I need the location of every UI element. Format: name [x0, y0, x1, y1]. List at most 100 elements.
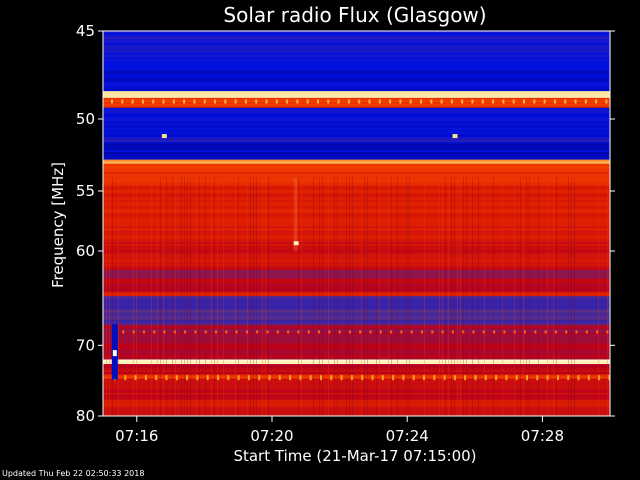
dot-49mhz	[409, 99, 412, 104]
dot-68mhz	[184, 330, 187, 334]
band-row	[103, 322, 610, 325]
dot-74mhz	[577, 375, 580, 381]
streak	[397, 177, 398, 416]
streak	[328, 177, 329, 416]
band-row	[103, 224, 610, 227]
band-row	[103, 347, 610, 350]
streak	[253, 177, 254, 416]
streak	[250, 177, 251, 416]
band-row	[103, 355, 610, 358]
band-row	[103, 236, 610, 239]
streak	[556, 177, 557, 416]
band-row	[103, 196, 610, 199]
band-row	[103, 150, 610, 153]
dot-68mhz	[565, 330, 568, 334]
y-tick-label: 60	[76, 242, 95, 260]
band-row	[103, 398, 610, 401]
band-row	[103, 374, 610, 377]
dot-74mhz	[423, 375, 425, 381]
band-row	[103, 117, 610, 121]
band-row	[103, 55, 610, 58]
streak	[571, 177, 572, 416]
dot-68mhz	[153, 330, 156, 334]
dot-74mhz	[464, 375, 467, 381]
band-row	[103, 288, 610, 291]
streak	[388, 177, 389, 416]
streak	[337, 177, 338, 416]
dot-68mhz	[245, 330, 248, 334]
dot-74mhz	[381, 375, 384, 381]
band-row	[103, 165, 610, 169]
dot-49mhz	[193, 99, 196, 104]
streak	[379, 177, 380, 416]
dot-49mhz	[574, 99, 577, 104]
band-row	[103, 392, 610, 396]
dot-49mhz	[234, 99, 237, 104]
band-row	[103, 97, 610, 101]
streak	[364, 177, 365, 416]
band-row	[103, 200, 610, 203]
band-row	[103, 109, 610, 113]
band-row	[103, 414, 610, 417]
band-row	[103, 93, 610, 96]
frequency-band	[103, 163, 610, 185]
band-row	[103, 141, 610, 143]
dot-49mhz	[553, 99, 556, 104]
dot-68mhz	[256, 330, 259, 334]
streak	[502, 177, 503, 416]
dot-74mhz	[392, 375, 395, 381]
streak	[376, 177, 377, 416]
band-row	[103, 190, 610, 193]
band-row	[103, 159, 610, 162]
band-row	[103, 272, 610, 275]
dot-68mhz	[441, 330, 444, 334]
dot-68mhz	[369, 330, 372, 334]
streak	[133, 177, 134, 416]
streak	[175, 177, 176, 416]
dot-68mhz	[276, 330, 279, 334]
frequency-band	[103, 406, 610, 417]
band-row	[103, 230, 610, 233]
dot-49mhz	[471, 99, 474, 104]
streak	[529, 177, 530, 416]
band-row	[103, 53, 610, 56]
band-row	[103, 152, 610, 155]
band-row	[103, 179, 610, 183]
dot-68mhz	[132, 330, 135, 334]
streak	[391, 177, 392, 416]
band-row	[103, 146, 610, 149]
band-row	[103, 366, 610, 369]
dot-49mhz	[275, 99, 278, 104]
band-row	[103, 74, 610, 78]
dot-49mhz	[224, 99, 227, 104]
band-row	[103, 45, 610, 48]
bright-spot	[161, 134, 167, 139]
band-row	[103, 316, 610, 319]
x-tick-label: 07:16	[115, 427, 158, 445]
dot-74mhz	[546, 375, 549, 381]
y-axis: 45 50 55 60 70 80	[76, 22, 615, 425]
band-row	[103, 396, 610, 400]
band-row	[103, 206, 610, 209]
streak	[322, 177, 323, 416]
dot-68mhz	[173, 330, 176, 334]
band-row	[103, 251, 610, 255]
frequency-band	[103, 400, 610, 407]
dot-68mhz	[338, 330, 341, 334]
band-row	[103, 372, 610, 375]
band-row	[103, 61, 610, 64]
band-row	[103, 320, 610, 323]
dot-49mhz	[564, 99, 567, 104]
band-row	[103, 232, 610, 235]
band-row	[103, 78, 610, 82]
band-row	[103, 59, 610, 62]
band-row	[103, 337, 610, 340]
streak	[598, 177, 599, 416]
dot-49mhz	[358, 99, 361, 104]
dot-68mhz	[390, 330, 393, 334]
dot-49mhz	[111, 99, 113, 104]
streak	[523, 177, 524, 416]
streak	[352, 177, 353, 416]
dot-49mhz	[595, 99, 598, 104]
frequency-band	[103, 159, 610, 165]
